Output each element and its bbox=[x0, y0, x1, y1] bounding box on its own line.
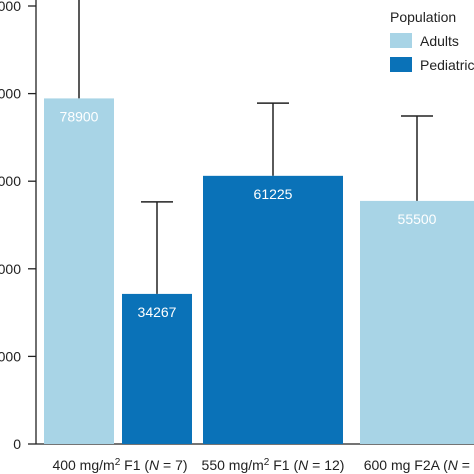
y-ticks: 0 20000 40000 60000 80000 100000 bbox=[0, 0, 36, 452]
y-tick-label: 80000 bbox=[0, 86, 21, 102]
bar-value-label: 78900 bbox=[60, 108, 99, 124]
legend-label-pediatrics: Pediatrics bbox=[420, 57, 474, 73]
bar-value-label: 55500 bbox=[398, 211, 437, 227]
y-tick-label: 60000 bbox=[0, 173, 21, 189]
bar bbox=[122, 293, 192, 444]
legend-label-adults: Adults bbox=[420, 33, 459, 49]
bar bbox=[44, 98, 114, 444]
bar-value-label: 34267 bbox=[138, 304, 177, 320]
legend: Population Adults Pediatrics bbox=[390, 9, 474, 73]
y-tick-label: 40000 bbox=[0, 261, 21, 277]
x-category-label: 550 mg/m2 F1 (N = 12) bbox=[202, 457, 345, 474]
legend-title: Population bbox=[390, 9, 456, 25]
legend-swatch-adults bbox=[390, 33, 412, 48]
bar bbox=[203, 175, 343, 444]
x-labels: 400 mg/m2 F1 (N = 7) 550 mg/m2 F1 (N = 12… bbox=[52, 457, 474, 474]
x-category-label: 600 mg F2A (N = 7) bbox=[364, 457, 474, 473]
bar-value-label: 61225 bbox=[254, 186, 293, 202]
legend-swatch-pediatrics bbox=[390, 57, 412, 72]
x-category-label: 400 mg/m2 F1 (N = 7) bbox=[52, 457, 187, 474]
y-tick-label: 100000 bbox=[0, 0, 21, 14]
y-tick-label: 20000 bbox=[0, 348, 21, 364]
bars: 78900 34267 61225 55500 bbox=[44, 0, 474, 444]
bar bbox=[360, 200, 474, 444]
y-tick-label: 0 bbox=[13, 436, 21, 452]
